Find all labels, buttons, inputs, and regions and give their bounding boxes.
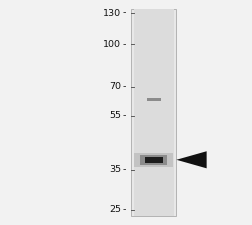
FancyBboxPatch shape: [145, 157, 163, 163]
Text: -: -: [122, 111, 125, 120]
Text: -: -: [122, 165, 125, 174]
Polygon shape: [176, 151, 207, 168]
Text: 25: 25: [109, 205, 121, 214]
Text: -: -: [122, 82, 125, 91]
Text: 35: 35: [109, 165, 121, 174]
Text: 130: 130: [103, 9, 121, 18]
Text: 70: 70: [109, 82, 121, 91]
FancyBboxPatch shape: [134, 9, 174, 216]
FancyBboxPatch shape: [131, 9, 176, 216]
Text: -: -: [122, 40, 125, 49]
FancyBboxPatch shape: [134, 153, 173, 167]
Text: -: -: [122, 9, 125, 18]
Text: 55: 55: [109, 111, 121, 120]
FancyBboxPatch shape: [147, 98, 161, 101]
Text: 100: 100: [103, 40, 121, 49]
Text: -: -: [122, 205, 125, 214]
FancyBboxPatch shape: [141, 155, 167, 164]
